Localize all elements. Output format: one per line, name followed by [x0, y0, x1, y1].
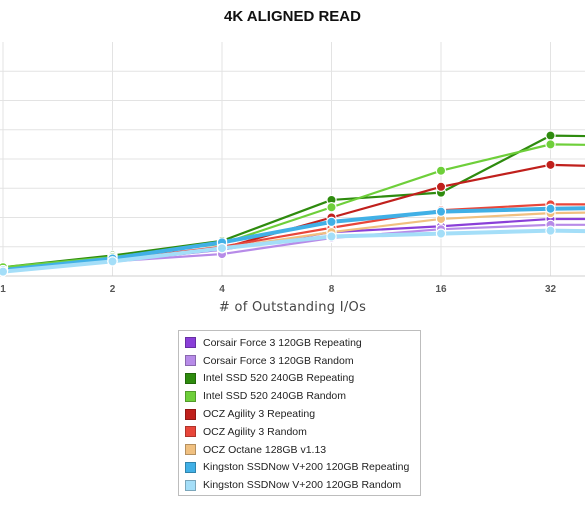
legend-swatch: [185, 355, 196, 367]
legend-label: Kingston SSDNow V+200 120GB Repeating: [203, 461, 410, 474]
x-tick-label-8: 8: [329, 284, 335, 295]
series-7-point-3: [326, 216, 337, 228]
legend-label: Corsair Force 3 120GB Random: [203, 354, 354, 367]
series-8-point-0: [0, 266, 9, 277]
legend-item-7: Kingston SSDNow V+200 120GB Repeating: [179, 459, 420, 477]
legend-swatch: [185, 390, 196, 402]
chart-legend: Corsair Force 3 120GB Repeating Corsair F…: [178, 330, 421, 496]
legend-item-2: Intel SSD 520 240GB Repeating: [179, 370, 420, 388]
series-3-point-4: [435, 165, 447, 176]
legend-item-0: Corsair Force 3 120GB Repeating: [179, 334, 420, 352]
legend-swatch: [185, 444, 196, 456]
series-8-point-2: [216, 243, 228, 254]
legend-swatch: [185, 372, 196, 384]
legend-item-8: Kingston SSDNow V+200 120GB Random: [179, 476, 420, 494]
chart-title: 4K ALIGNED READ: [224, 8, 361, 25]
series-8-point-5: [545, 225, 556, 236]
series-lines: [1, 134, 585, 274]
legend-item-1: Corsair Force 3 120GB Random: [179, 352, 420, 370]
legend-label: Intel SSD 520 240GB Repeating: [203, 372, 355, 385]
legend-label: OCZ Agility 3 Random: [203, 425, 307, 438]
legend-item-3: Intel SSD 520 240GB Random: [179, 387, 420, 405]
series-8-point-3: [326, 231, 337, 242]
x-tick-label-4: 4: [219, 284, 225, 295]
series-2-point-5: [545, 130, 556, 141]
legend-item-5: OCZ Agility 3 Random: [179, 423, 420, 441]
legend-label: Kingston SSDNow V+200 120GB Random: [203, 479, 402, 492]
legend-swatch: [185, 461, 196, 473]
series-points: [0, 130, 556, 277]
series-8-point-1: [107, 256, 118, 267]
legend-label: Intel SSD 520 240GB Random: [203, 390, 347, 403]
legend-label: OCZ Octane 128GB v1.13: [203, 443, 327, 456]
x-tick-labels: 1 2 4 8 16 32: [0, 284, 556, 295]
x-tick-label-16: 16: [435, 284, 447, 295]
series-7-point-5: [545, 203, 556, 214]
x-axis-label: # of Outstanding I/Os: [218, 300, 367, 315]
series-8-point-4: [435, 228, 447, 239]
legend-swatch: [185, 426, 196, 438]
legend-item-4: OCZ Agility 3 Repeating: [179, 405, 420, 423]
series-3-point-3: [326, 202, 337, 213]
series-4-point-4: [435, 181, 447, 192]
series-3-point-5: [545, 139, 556, 150]
legend-swatch: [185, 337, 196, 349]
x-tick-label-1: 1: [0, 284, 6, 295]
series-line-2: [1, 134, 585, 269]
legend-swatch: [185, 479, 196, 491]
series-7-point-4: [435, 206, 447, 217]
x-tick-label-32: 32: [545, 284, 557, 295]
legend-label: OCZ Agility 3 Repeating: [203, 408, 316, 421]
legend-label: Corsair Force 3 120GB Repeating: [203, 336, 362, 349]
x-tick-label-2: 2: [110, 284, 116, 295]
legend-swatch: [185, 408, 196, 420]
line-chart-plot: 1 2 4 8 16 32: [0, 42, 585, 295]
legend-item-6: OCZ Octane 128GB v1.13: [179, 441, 420, 459]
series-4-point-5: [545, 159, 556, 171]
